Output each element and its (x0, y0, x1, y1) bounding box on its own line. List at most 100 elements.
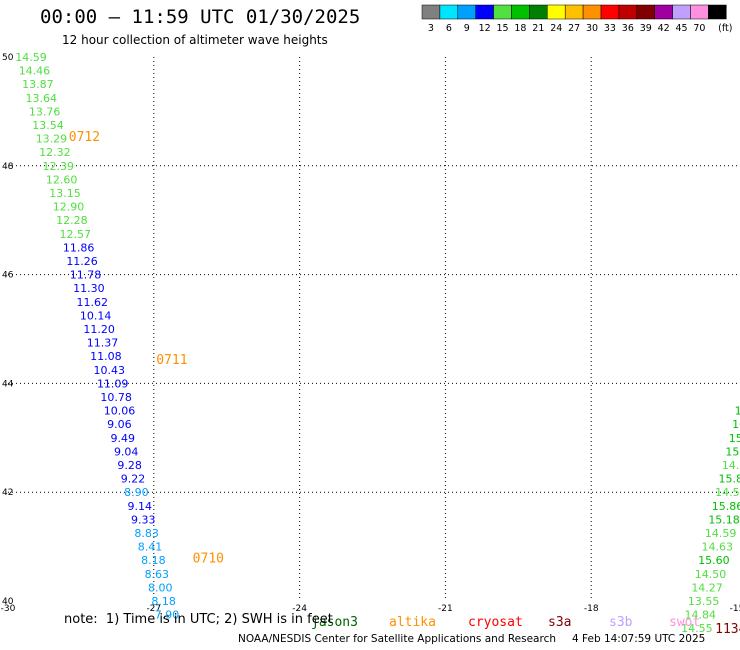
swh-value: 9.33 (131, 513, 156, 526)
swh-value: 12.57 (60, 228, 92, 241)
swh-value: 12.32 (39, 146, 71, 159)
time-label: 0712 (69, 130, 100, 145)
time-label: 0711 (156, 353, 187, 368)
swh-value: 11.86 (63, 241, 95, 254)
colorbar-swatch (547, 4, 566, 20)
colorbar-swatch (421, 4, 441, 20)
colorbar-label: 3 (428, 23, 434, 34)
swh-value: 15.18 (708, 513, 740, 526)
swh-value: 11.20 (83, 323, 115, 336)
swh-value: 14.84 (685, 609, 717, 622)
colorbar-label: 70 (693, 23, 705, 34)
colorbar-label: 27 (568, 23, 580, 34)
swh-value: 13.29 (36, 133, 67, 146)
colorbar-swatch (511, 4, 530, 20)
data-points: 14.5914.4613.8713.6413.7613.5413.2912.32… (15, 51, 740, 637)
y-tick-label: 48 (2, 162, 14, 172)
swh-value: 16 (732, 418, 740, 431)
swh-value: 13.76 (29, 105, 61, 118)
swh-value: 12.28 (56, 214, 88, 227)
colorbar-label: 12 (479, 23, 491, 34)
colorbar-swatch (690, 4, 709, 20)
y-tick-label: 40 (2, 597, 14, 607)
swh-value: 8.90 (124, 486, 148, 499)
swh-value: 9.22 (121, 473, 146, 486)
time-label: 0710 (193, 551, 224, 566)
colorbar-swatch (529, 4, 548, 20)
footer: NOAA/NESDIS Center for Satellite Applica… (238, 633, 705, 645)
swh-value: 14.63 (702, 541, 734, 554)
colorbar-swatch (493, 4, 512, 20)
colorbar-swatch (618, 4, 638, 20)
swh-value: 12.60 (46, 173, 78, 186)
legend-swot: swot (669, 615, 700, 630)
legend-altika: altika (389, 615, 436, 630)
note-text: note: 1) Time is in UTC; 2) SWH is in fe… (64, 612, 333, 627)
x-tick-label: -24 (292, 604, 307, 614)
swh-value: 13.87 (22, 78, 54, 91)
colorbar-label: 9 (464, 23, 470, 34)
colorbar-swatch (564, 4, 584, 20)
y-tick-label: 50 (2, 53, 14, 63)
legend-cryosat: cryosat (468, 615, 523, 630)
swh-value: 10.14 (80, 309, 112, 322)
colorbar-swatch (457, 4, 476, 20)
swh-value: 11.78 (70, 269, 102, 282)
x-tick-label: -27 (146, 604, 161, 614)
swh-value: 8.63 (145, 568, 170, 581)
colorbar-label: 45 (676, 23, 688, 34)
grid-lines (8, 57, 737, 601)
x-tick-label: -21 (438, 604, 453, 614)
swh-value: 14.54 (715, 486, 740, 499)
swh-value: 8.18 (141, 554, 166, 567)
swh-value: 10.06 (104, 405, 136, 418)
colorbar-swatch (582, 4, 602, 20)
colorbar-label: 36 (622, 23, 634, 34)
swh-value: 12.39 (43, 160, 74, 173)
swh-value: 9.49 (111, 432, 135, 445)
swh-value: 11.08 (90, 350, 122, 363)
colorbar-label: 6 (446, 23, 452, 34)
swh-value: 15.1 (725, 445, 740, 458)
swh-value: 12.90 (53, 201, 85, 214)
swh-value: 11.62 (77, 296, 109, 309)
legend-s3a: s3a (548, 615, 571, 630)
swh-value: 8.00 (148, 581, 173, 594)
colorbar-swatch (439, 4, 459, 20)
swh-value: 8.83 (134, 527, 159, 540)
swh-value: 13.15 (49, 187, 80, 200)
colorbar-label: 33 (604, 23, 616, 34)
colorbar: 3 6 9 12 15 18 21 24 27 30 33 36 39 42 45 70 (ft) (421, 4, 733, 34)
colorbar-swatch (654, 4, 673, 20)
swh-value: 13.55 (688, 595, 720, 608)
swh-value: 10.78 (100, 391, 132, 404)
legend-jason3: jason3 (311, 615, 358, 630)
swh-value: 11.30 (73, 282, 105, 295)
swh-value: 14.49 (722, 459, 740, 472)
swh-value: 10.43 (94, 364, 126, 377)
colorbar-swatch (475, 4, 494, 20)
swh-value: 8.18 (151, 595, 176, 608)
swh-value: 14.50 (695, 568, 727, 581)
x-tick-label: -15 (730, 604, 740, 614)
swh-value: 15. (729, 432, 740, 445)
swh-value: 14.59 (705, 527, 737, 540)
axes: -30 -27 -24 -21 -18 -15 40 42 44 46 48 50 (1, 53, 740, 614)
colorbar-label: 39 (640, 23, 652, 34)
colorbar-label: 21 (532, 23, 544, 34)
colorbar-label: 42 (658, 23, 670, 34)
x-tick-label: -18 (584, 604, 599, 614)
chart-subtitle: 12 hour collection of altimeter wave hei… (62, 33, 328, 47)
y-tick-label: 42 (2, 488, 13, 498)
swh-value: 7.90 (155, 609, 180, 622)
swh-value: 11.26 (66, 255, 98, 268)
colorbar-swatch (636, 4, 655, 20)
swh-value: 11.09 (97, 377, 129, 390)
timestamp-text: 4 Feb 14:07:59 UTC 2025 (572, 633, 706, 645)
colorbar-label: 18 (514, 23, 526, 34)
swh-value: 15.60 (698, 554, 730, 567)
colorbar-swatch (672, 4, 691, 20)
legend-s3b: s3b (609, 615, 633, 630)
swh-value: 15.85 (719, 473, 740, 486)
